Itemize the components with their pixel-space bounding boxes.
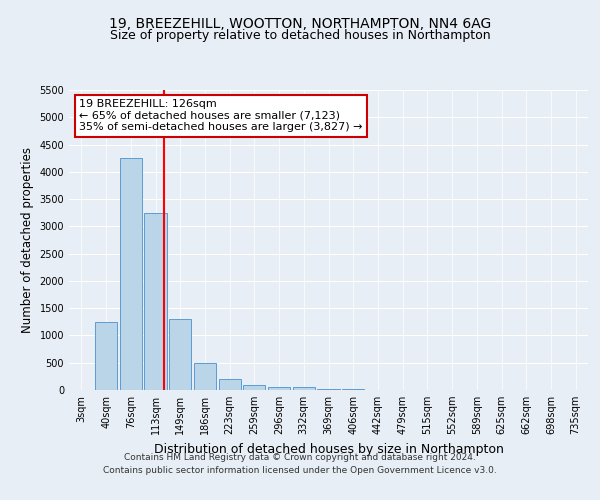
Text: Size of property relative to detached houses in Northampton: Size of property relative to detached ho… (110, 29, 490, 42)
X-axis label: Distribution of detached houses by size in Northampton: Distribution of detached houses by size … (154, 442, 503, 456)
Text: 19 BREEZEHILL: 126sqm
← 65% of detached houses are smaller (7,123)
35% of semi-d: 19 BREEZEHILL: 126sqm ← 65% of detached … (79, 99, 363, 132)
Bar (293, 388, 315, 390)
Bar (145, 212, 167, 390)
Bar (194, 362, 216, 390)
Y-axis label: Number of detached properties: Number of detached properties (21, 147, 34, 333)
Text: 19, BREEZEHILL, WOOTTON, NORTHAMPTON, NN4 6AG: 19, BREEZEHILL, WOOTTON, NORTHAMPTON, NN… (109, 18, 491, 32)
Bar (169, 319, 191, 390)
Bar (119, 158, 142, 390)
Bar (95, 322, 117, 390)
Bar (218, 379, 241, 390)
Bar (243, 384, 265, 390)
Bar (268, 386, 290, 390)
Text: Contains public sector information licensed under the Open Government Licence v3: Contains public sector information licen… (103, 466, 497, 475)
Text: Contains HM Land Registry data © Crown copyright and database right 2024.: Contains HM Land Registry data © Crown c… (124, 452, 476, 462)
